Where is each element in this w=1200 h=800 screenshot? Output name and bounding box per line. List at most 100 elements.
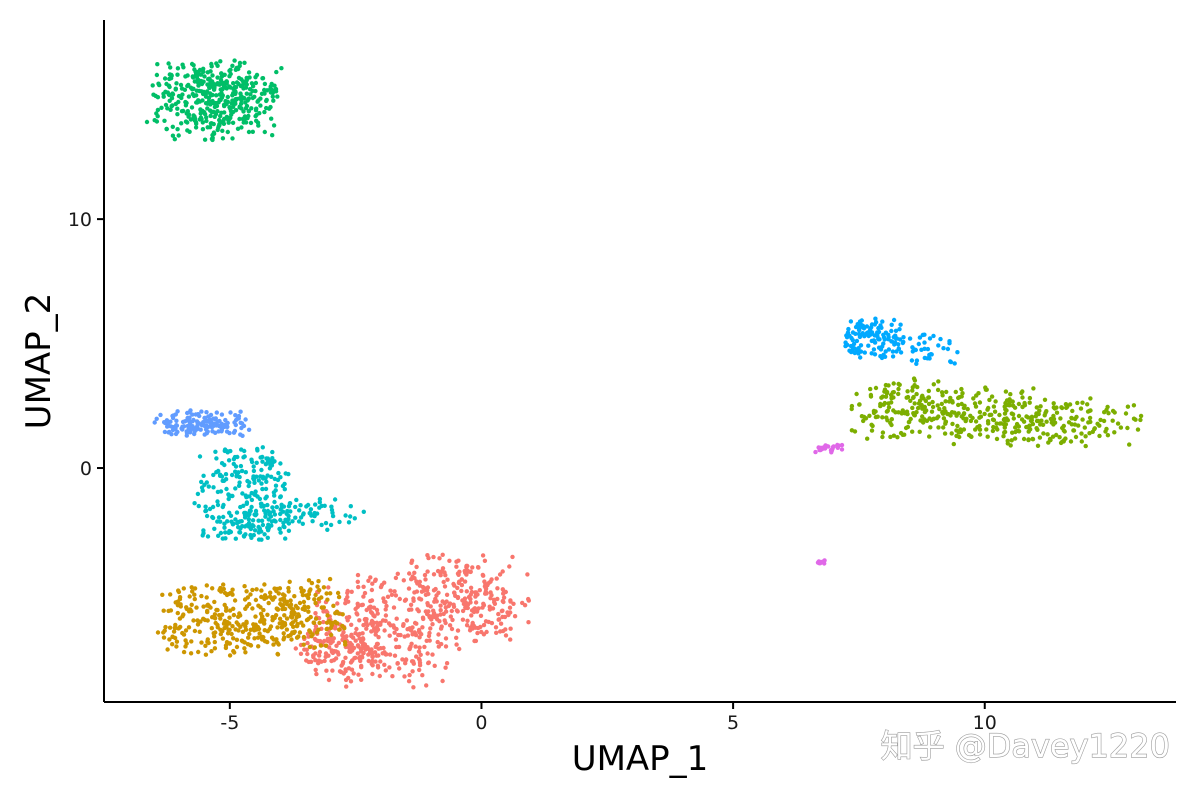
scatter-point (460, 598, 465, 603)
scatter-point (330, 650, 336, 656)
scatter-point (438, 603, 443, 608)
scatter-point (463, 570, 468, 575)
scatter-point (500, 587, 505, 592)
scatter-point (260, 522, 266, 528)
scatter-point (198, 108, 203, 113)
scatter-point (253, 597, 259, 603)
scatter-point (185, 415, 190, 421)
scatter-point (201, 616, 206, 621)
scatter-point (997, 421, 1003, 426)
scatter-point (438, 573, 443, 578)
scatter-point (394, 616, 399, 621)
scatter-point (392, 653, 398, 658)
scatter-point (144, 119, 150, 125)
scatter-point (328, 591, 333, 596)
scatter-point (483, 585, 488, 591)
scatter-point (243, 650, 248, 655)
scatter-point (331, 658, 337, 663)
scatter-point (1098, 417, 1103, 423)
scatter-point (280, 483, 286, 489)
scatter-point (873, 316, 878, 321)
scatter-point (479, 629, 484, 635)
scatter-point (955, 423, 960, 429)
scatter-points (144, 58, 1144, 690)
scatter-point (292, 610, 297, 616)
scatter-point (401, 622, 406, 627)
scatter-point (233, 67, 238, 73)
scatter-point (307, 644, 313, 650)
scatter-point (920, 406, 925, 411)
scatter-point (854, 338, 860, 344)
scatter-point (228, 410, 233, 415)
scatter-point (383, 668, 388, 673)
scatter-point (440, 566, 446, 571)
scatter-point (828, 448, 834, 453)
scatter-point (915, 405, 921, 411)
scatter-point (927, 416, 932, 421)
scatter-point (212, 646, 218, 651)
scatter-point (910, 385, 915, 390)
scatter-point (373, 644, 378, 650)
scatter-point (244, 604, 250, 609)
scatter-point (507, 564, 512, 569)
scatter-point (944, 389, 949, 395)
scatter-point (328, 522, 334, 528)
scatter-point (371, 605, 377, 610)
scatter-point (895, 435, 900, 440)
scatter-point (418, 652, 423, 657)
scatter-point (442, 570, 447, 575)
scatter-point (219, 95, 225, 100)
scatter-point (262, 508, 267, 513)
scatter-point (288, 602, 294, 607)
scatter-point (901, 335, 906, 340)
scatter-point (216, 82, 221, 87)
scatter-point (503, 633, 509, 638)
scatter-point (526, 620, 531, 625)
scatter-point (353, 638, 358, 643)
scatter-point (366, 652, 371, 657)
scatter-point (435, 639, 440, 645)
scatter-point (209, 64, 214, 69)
scatter-point (326, 585, 331, 590)
scatter-point (947, 339, 952, 344)
scatter-point (168, 592, 173, 597)
scatter-point (215, 75, 220, 80)
scatter-point (954, 413, 959, 418)
scatter-point (1008, 443, 1013, 448)
scatter-point (232, 454, 238, 460)
scatter-point (243, 80, 248, 86)
scatter-point (849, 403, 855, 409)
scatter-point (246, 483, 251, 489)
scatter-point (370, 663, 375, 668)
scatter-point (194, 93, 199, 98)
scatter-point (300, 592, 306, 598)
scatter-point (231, 91, 236, 96)
scatter-point (254, 587, 259, 592)
scatter-point (488, 596, 493, 601)
scatter-point (403, 657, 409, 662)
scatter-point (994, 436, 1000, 442)
scatter-point (175, 112, 180, 117)
scatter-point (912, 347, 917, 352)
scatter-point (196, 421, 202, 426)
scatter-point (936, 414, 941, 419)
scatter-point (387, 665, 392, 670)
scatter-point (883, 394, 889, 399)
scatter-point (435, 568, 441, 574)
scatter-point (239, 77, 244, 82)
scatter-point (380, 618, 386, 623)
scatter-point (297, 508, 302, 513)
scatter-point (294, 614, 299, 620)
scatter-point (208, 421, 214, 427)
scatter-point (293, 515, 298, 520)
scatter-point (1061, 438, 1067, 443)
scatter-point (163, 102, 169, 108)
scatter-point (939, 390, 945, 395)
scatter-point (305, 651, 310, 657)
scatter-point (890, 354, 896, 359)
scatter-point (465, 618, 470, 623)
scatter-point (244, 589, 249, 594)
scatter-point (869, 351, 874, 356)
scatter-point (886, 337, 891, 342)
scatter-point (269, 463, 275, 468)
